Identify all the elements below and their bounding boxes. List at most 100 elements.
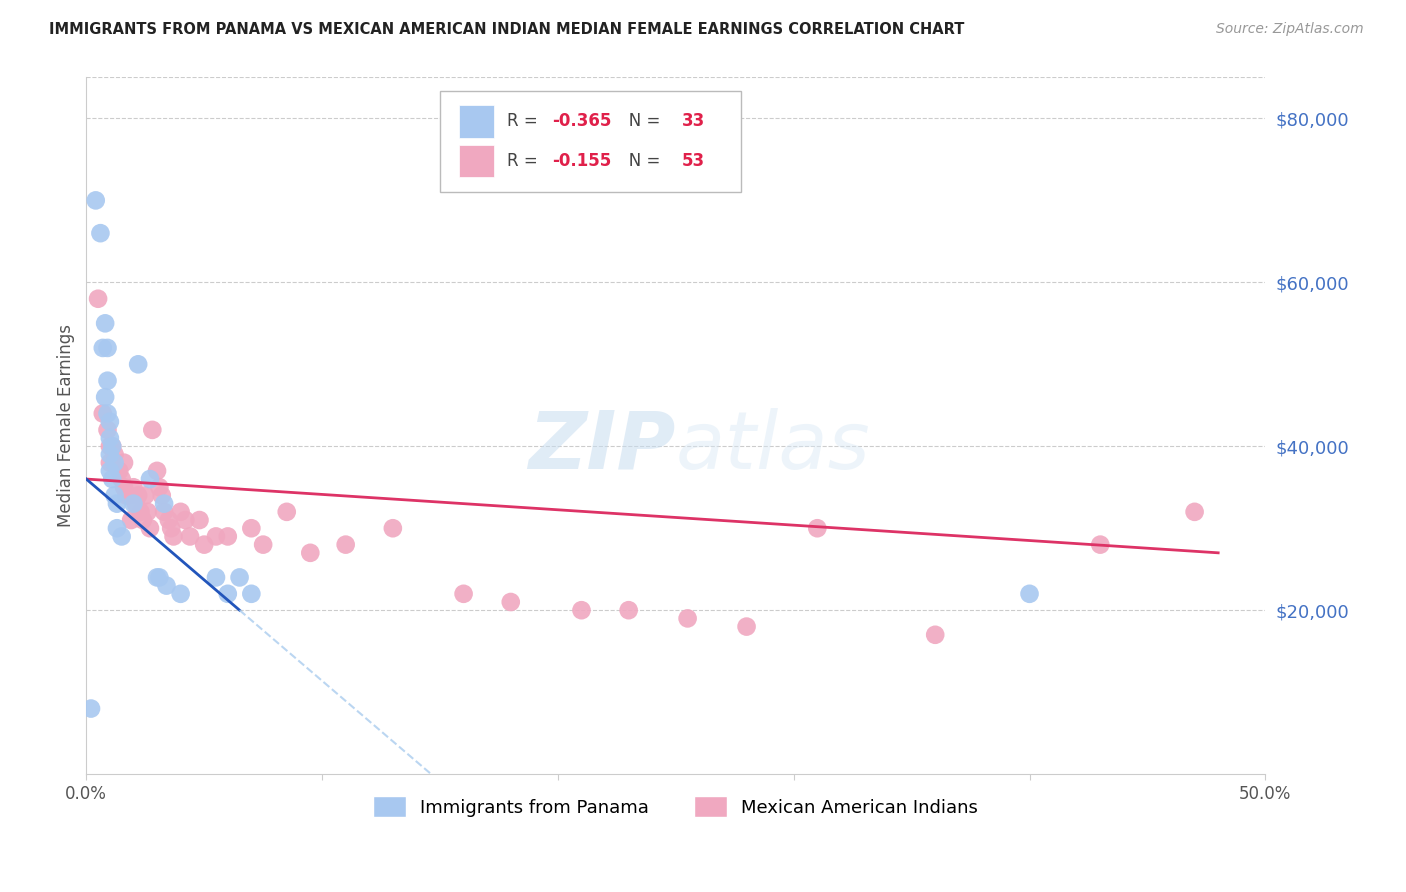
Text: ZIP: ZIP: [529, 408, 676, 485]
Point: [252, 538, 274, 552]
Point: [80, 701, 103, 715]
Point: [84, 194, 107, 208]
Point: [98, 431, 121, 445]
Point: [299, 546, 322, 560]
Point: [96, 407, 118, 421]
Point: [676, 611, 699, 625]
Point: [105, 521, 128, 535]
Point: [217, 587, 239, 601]
Point: [118, 488, 141, 502]
Point: [129, 505, 152, 519]
Point: [924, 628, 946, 642]
Point: [139, 472, 162, 486]
Point: [101, 439, 124, 453]
Text: R =: R =: [508, 112, 543, 130]
Point: [155, 579, 177, 593]
Text: 53: 53: [682, 152, 704, 170]
Point: [153, 505, 176, 519]
Point: [101, 472, 124, 486]
Point: [205, 570, 228, 584]
Point: [91, 407, 114, 421]
Legend: Immigrants from Panama, Mexican American Indians: Immigrants from Panama, Mexican American…: [366, 789, 986, 824]
Point: [96, 423, 118, 437]
Text: R =: R =: [508, 152, 543, 170]
Point: [276, 505, 298, 519]
Point: [1184, 505, 1206, 519]
Point: [101, 439, 124, 453]
Point: [499, 595, 522, 609]
Point: [735, 619, 758, 633]
Point: [96, 374, 118, 388]
Point: [103, 447, 125, 461]
Point: [150, 488, 173, 502]
Point: [87, 292, 110, 306]
Point: [153, 497, 176, 511]
Point: [111, 529, 134, 543]
Point: [228, 570, 250, 584]
Point: [112, 456, 135, 470]
Text: -0.155: -0.155: [553, 152, 612, 170]
Point: [98, 456, 121, 470]
Point: [98, 415, 121, 429]
Point: [125, 497, 148, 511]
Point: [193, 538, 215, 552]
Point: [240, 587, 263, 601]
Point: [335, 538, 357, 552]
Point: [169, 587, 191, 601]
Point: [112, 480, 135, 494]
Point: [127, 488, 149, 502]
FancyBboxPatch shape: [458, 145, 495, 178]
Point: [127, 357, 149, 371]
Point: [1018, 587, 1040, 601]
Text: IMMIGRANTS FROM PANAMA VS MEXICAN AMERICAN INDIAN MEDIAN FEMALE EARNINGS CORRELA: IMMIGRANTS FROM PANAMA VS MEXICAN AMERIC…: [49, 22, 965, 37]
Point: [89, 226, 111, 240]
Point: [141, 423, 163, 437]
Point: [1090, 538, 1112, 552]
Point: [98, 464, 121, 478]
Point: [160, 521, 183, 535]
Text: Source: ZipAtlas.com: Source: ZipAtlas.com: [1216, 22, 1364, 37]
Point: [806, 521, 828, 535]
Point: [188, 513, 211, 527]
Y-axis label: Median Female Earnings: Median Female Earnings: [58, 325, 75, 527]
Point: [134, 488, 156, 502]
Point: [205, 529, 228, 543]
Point: [98, 439, 121, 453]
Text: N =: N =: [613, 112, 666, 130]
Point: [105, 497, 128, 511]
Point: [96, 341, 118, 355]
Point: [617, 603, 640, 617]
Point: [108, 464, 131, 478]
Point: [122, 480, 145, 494]
Point: [148, 570, 170, 584]
Point: [139, 521, 162, 535]
Point: [174, 513, 197, 527]
Point: [103, 488, 125, 502]
Point: [146, 464, 169, 478]
Point: [98, 447, 121, 461]
Text: atlas: atlas: [676, 408, 870, 485]
Point: [136, 505, 159, 519]
Point: [132, 513, 155, 527]
Point: [169, 505, 191, 519]
Point: [381, 521, 404, 535]
Point: [91, 341, 114, 355]
Point: [146, 570, 169, 584]
Text: -0.365: -0.365: [553, 112, 612, 130]
Point: [571, 603, 593, 617]
FancyBboxPatch shape: [440, 91, 741, 193]
Point: [111, 472, 134, 486]
Text: N =: N =: [613, 152, 666, 170]
Point: [162, 529, 184, 543]
Point: [94, 390, 117, 404]
Point: [115, 488, 138, 502]
Point: [453, 587, 475, 601]
Point: [94, 316, 117, 330]
Text: 33: 33: [682, 112, 704, 130]
FancyBboxPatch shape: [458, 105, 495, 137]
Point: [120, 513, 142, 527]
Point: [157, 513, 180, 527]
Point: [103, 456, 125, 470]
Point: [122, 497, 145, 511]
Point: [179, 529, 201, 543]
